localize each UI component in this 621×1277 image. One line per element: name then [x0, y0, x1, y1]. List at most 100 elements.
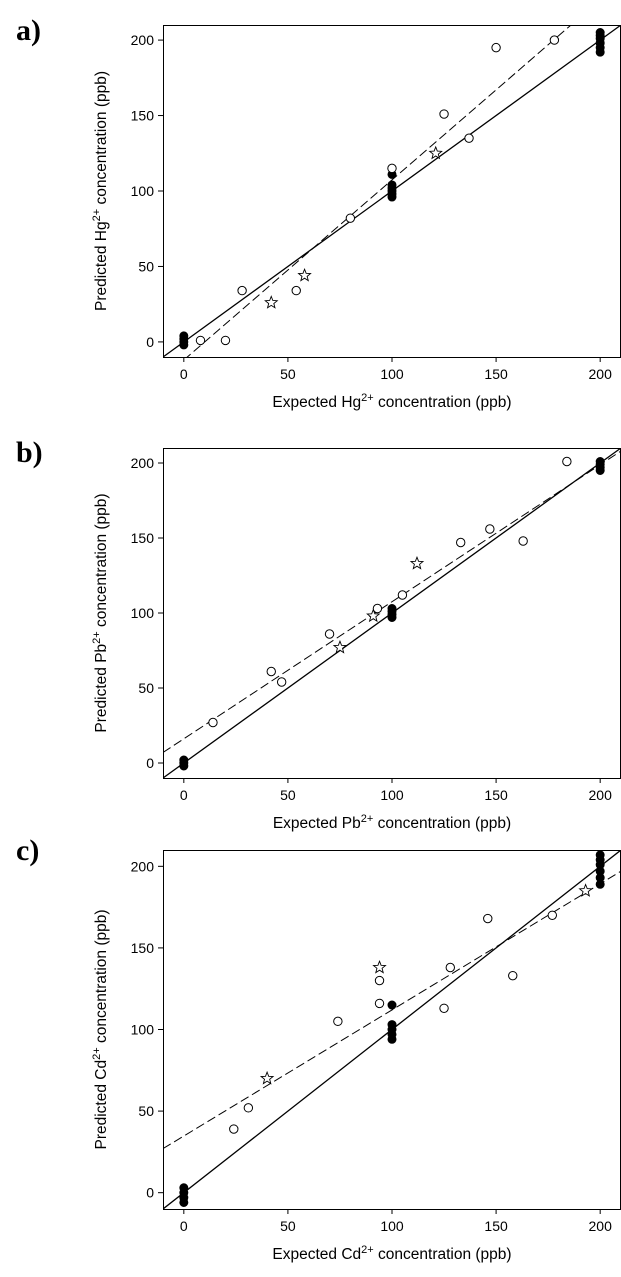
open-point	[439, 109, 449, 119]
y-tick-label: 200	[131, 858, 155, 874]
y-tick-label: 100	[131, 1022, 155, 1038]
open-point	[464, 133, 474, 143]
open-point	[243, 1103, 254, 1113]
x-axis-label-part: Expected Hg	[272, 394, 361, 411]
open-point	[508, 970, 518, 981]
regression-line	[163, 450, 621, 753]
open-point	[547, 910, 557, 920]
y-axis-label-part: concentration (ppb)	[93, 493, 110, 631]
y-axis-label-part: Predicted Hg	[93, 221, 110, 311]
open-point	[276, 677, 287, 687]
y-axis-label-part: Predicted Cd	[93, 1060, 110, 1150]
y-tick-label: 150	[131, 530, 155, 546]
open-point	[237, 285, 247, 296]
x-tick-label: 150	[484, 787, 508, 803]
star-point	[332, 639, 348, 654]
open-point	[549, 35, 560, 45]
x-tick-label: 50	[280, 366, 296, 382]
open-point	[518, 536, 528, 546]
open-point	[208, 717, 218, 728]
open-point	[562, 456, 572, 467]
open-point	[266, 666, 276, 677]
x-tick-label: 200	[589, 787, 613, 803]
x-tick-label: 100	[380, 1218, 404, 1234]
star-point	[297, 267, 312, 282]
x-axis-label-part: concentration (ppb)	[373, 815, 511, 832]
regression-line	[186, 25, 572, 357]
y-tick-label: 0	[146, 334, 154, 350]
x-tick-label: 200	[589, 1218, 613, 1234]
y-tick-label: 150	[131, 940, 155, 956]
open-point	[483, 913, 493, 924]
star-point	[409, 555, 425, 570]
x-axis-label: Expected Cd2+ concentration (ppb)	[272, 1244, 511, 1263]
x-axis-label-superscript: 2+	[361, 392, 374, 404]
x-tick-label: 150	[484, 366, 508, 382]
x-axis-label: Expected Hg2+ concentration (ppb)	[272, 392, 511, 411]
y-axis-label: Predicted Pb2+ concentration (ppb)	[91, 493, 110, 732]
x-axis-label-part: concentration (ppb)	[374, 1246, 512, 1263]
x-axis-label-part: Expected Cd	[272, 1246, 361, 1263]
scatter-panel-3: c) 0 50 100 150 200 0 50 100 150 200 Expected Cd2+ …	[16, 834, 621, 1263]
open-point	[220, 335, 231, 346]
y-axis-label-superscript: 2+	[91, 631, 103, 644]
y-tick-label: 200	[131, 32, 155, 48]
open-point	[397, 590, 408, 600]
x-tick-label: 50	[280, 1218, 296, 1234]
scatter-panel-2: b) 0 50 100 150 200 0 50 100 150 200 Expected Pb2+ …	[16, 436, 621, 832]
y-tick-label: 150	[131, 108, 155, 124]
open-point	[229, 1124, 239, 1134]
x-tick-label: 0	[180, 787, 188, 803]
x-axis-label-part: concentration (ppb)	[374, 394, 512, 411]
star-point	[428, 145, 443, 160]
scatter-panel-1: a) 0 50 100 150 200 0 50 100 150 200 Expected Hg2+ …	[16, 14, 621, 411]
y-axis-label-part: concentration (ppb)	[93, 909, 110, 1047]
open-point	[372, 603, 383, 614]
y-tick-label: 50	[138, 680, 154, 696]
open-point	[333, 1016, 343, 1027]
x-tick-label: 0	[180, 1218, 188, 1234]
panel-letter: c)	[16, 834, 39, 867]
filled-point	[179, 1183, 189, 1193]
open-point	[324, 629, 335, 639]
y-tick-label: 100	[131, 605, 155, 621]
y-axis-label-part: Predicted Pb	[93, 644, 110, 733]
x-axis-label-part: Expected Pb	[273, 815, 361, 832]
x-tick-label: 100	[380, 366, 404, 382]
y-axis-label: Predicted Cd2+ concentration (ppb)	[91, 909, 110, 1149]
open-point	[374, 975, 385, 986]
regression-line	[163, 870, 621, 1150]
open-point	[485, 524, 495, 534]
filled-point	[179, 755, 189, 765]
filled-point	[387, 604, 397, 613]
x-tick-label: 200	[589, 366, 613, 382]
open-point	[456, 537, 466, 548]
filled-point	[387, 180, 397, 190]
filled-point	[595, 457, 605, 466]
x-tick-label: 0	[180, 366, 188, 382]
open-point	[439, 1003, 449, 1013]
open-point	[387, 163, 397, 174]
star-point	[259, 1070, 275, 1085]
y-tick-label: 0	[146, 755, 154, 771]
filled-point	[179, 331, 189, 341]
y-axis-label-part: concentration (ppb)	[93, 71, 110, 209]
open-point	[374, 998, 385, 1009]
y-axis-label-superscript: 2+	[91, 209, 103, 222]
y-tick-label: 100	[131, 183, 155, 199]
filled-point	[595, 850, 605, 860]
y-tick-label: 50	[138, 1103, 154, 1119]
open-point	[491, 42, 501, 53]
y-tick-label: 200	[131, 455, 155, 471]
x-axis-label-superscript: 2+	[361, 813, 374, 825]
open-point	[291, 285, 301, 296]
filled-point	[387, 1020, 397, 1030]
x-tick-label: 100	[380, 787, 404, 803]
x-tick-label: 150	[484, 1218, 508, 1234]
open-point	[345, 213, 356, 223]
filled-point	[387, 1000, 397, 1010]
star-point	[366, 608, 381, 623]
y-tick-label: 0	[146, 1185, 154, 1201]
y-axis-label: Predicted Hg2+ concentration (ppb)	[91, 71, 110, 311]
